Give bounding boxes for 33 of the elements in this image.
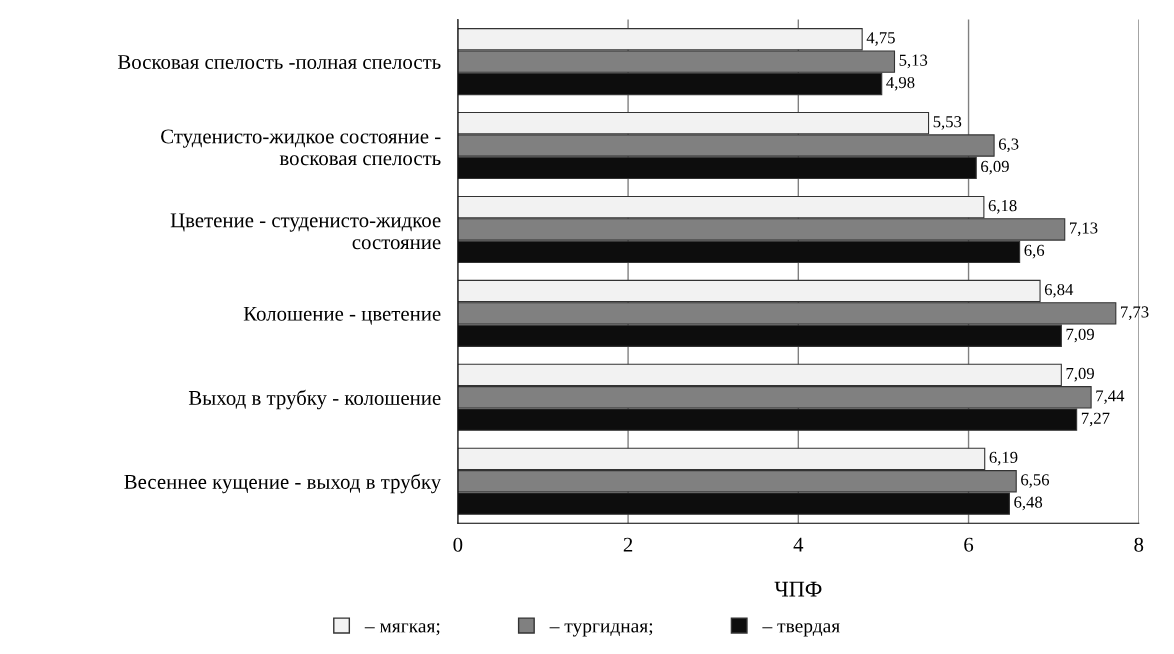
data-label: 7,27 [1081, 412, 1110, 427]
y-tick-label: Восковая спелость -полная спелость [117, 55, 441, 70]
data-label: 6,19 [989, 451, 1018, 466]
y-tick-label: Выход в трубку - колошение [188, 389, 441, 410]
y-tick-label: Цветение - студенисто-жидкое состояние [170, 213, 441, 250]
data-label: 5,13 [899, 54, 928, 69]
x-tick-label: 8 [1134, 537, 1144, 552]
data-label: 6,18 [988, 199, 1017, 214]
data-label: 7,13 [1070, 222, 1098, 237]
data-label: 6,48 [1014, 496, 1043, 511]
data-label: 7,09 [1066, 367, 1094, 382]
legend-label: – мягкая; [364, 623, 440, 636]
data-label: 5,53 [933, 116, 962, 130]
data-label: 6,3 [998, 138, 1019, 153]
data-label: 6,56 [1021, 474, 1050, 488]
data-label: 6,6 [1024, 244, 1045, 259]
data-label: 7,44 [1096, 390, 1125, 404]
data-label: 6,09 [981, 160, 1009, 175]
data-label: 4,75 [866, 32, 895, 46]
x-axis-title: ЧПФ [774, 581, 822, 597]
legend-label: – тургидная; [549, 623, 653, 637]
data-label: 7,09 [1066, 328, 1094, 343]
y-tick-label: Колошение - цветение [243, 306, 441, 325]
x-tick-label: 2 [623, 537, 633, 552]
data-label: 6,84 [1044, 283, 1074, 298]
y-tick-label: Весеннее кущение - выход в трубку [124, 473, 442, 494]
y-tick-label: Студенисто-жидкое состояние - восковая спелость [161, 129, 441, 166]
x-tick-label: 6 [964, 537, 974, 552]
data-label: 7,73 [1121, 306, 1149, 320]
x-tick-label: 4 [793, 537, 804, 552]
legend-label: – твердая [762, 623, 840, 637]
x-tick-label: 0 [453, 537, 463, 552]
data-label: 4,98 [886, 76, 915, 91]
